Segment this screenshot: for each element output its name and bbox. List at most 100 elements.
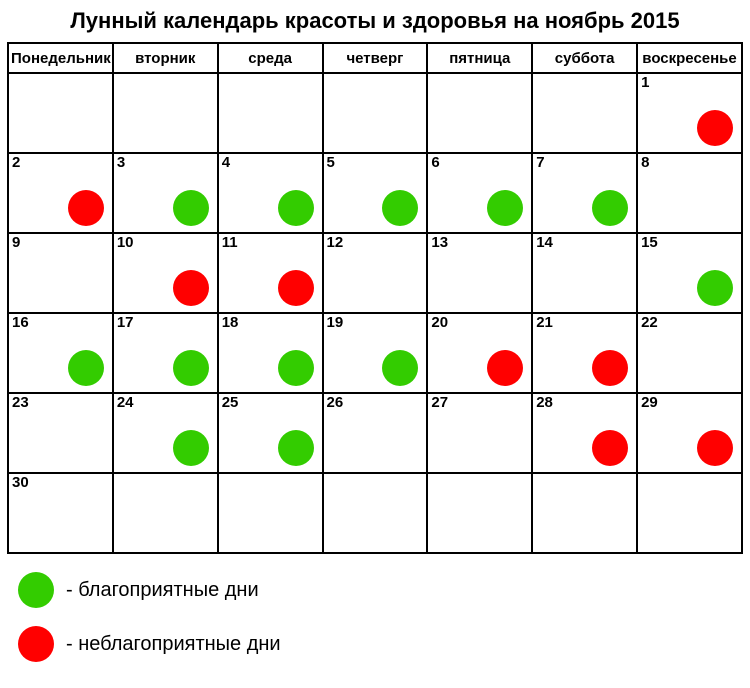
- day-number: 7: [536, 155, 544, 170]
- calendar-week-row: 16 17 18 19 20 21 22: [8, 313, 742, 393]
- calendar-day-cell: 24: [113, 393, 218, 473]
- good-day-icon: [278, 430, 314, 466]
- legend-good-label: - благоприятные дни: [66, 579, 259, 602]
- day-number: 9: [12, 235, 20, 250]
- calendar-week-row: 30: [8, 473, 742, 553]
- calendar-day-cell: [427, 73, 532, 153]
- calendar-day-cell: 28: [532, 393, 637, 473]
- calendar-day-cell: 11: [218, 233, 323, 313]
- good-day-icon: [697, 270, 733, 306]
- calendar-day-cell: 16: [8, 313, 113, 393]
- calendar-day-cell: 23: [8, 393, 113, 473]
- calendar-day-cell: [8, 73, 113, 153]
- bad-day-icon: [487, 350, 523, 386]
- calendar-day-cell: 4: [218, 153, 323, 233]
- day-number: 21: [536, 315, 553, 330]
- day-number: 16: [12, 315, 29, 330]
- calendar-day-cell: 26: [323, 393, 428, 473]
- calendar-day-cell: 6: [427, 153, 532, 233]
- bad-day-icon: [592, 350, 628, 386]
- day-number: 4: [222, 155, 230, 170]
- good-day-icon: [173, 430, 209, 466]
- calendar-day-cell: 12: [323, 233, 428, 313]
- day-number: 20: [431, 315, 448, 330]
- good-day-icon: [278, 190, 314, 226]
- calendar-day-cell: [637, 473, 742, 553]
- good-day-icon: [173, 190, 209, 226]
- weekday-header: четверг: [323, 43, 428, 73]
- calendar-day-cell: 20: [427, 313, 532, 393]
- legend-bad-icon: [18, 626, 54, 662]
- calendar-day-cell: 15: [637, 233, 742, 313]
- good-day-icon: [68, 350, 104, 386]
- day-number: 6: [431, 155, 439, 170]
- bad-day-icon: [278, 270, 314, 306]
- calendar-day-cell: 30: [8, 473, 113, 553]
- good-day-icon: [487, 190, 523, 226]
- day-number: 8: [641, 155, 649, 170]
- good-day-icon: [173, 350, 209, 386]
- good-day-icon: [382, 190, 418, 226]
- calendar-day-cell: 27: [427, 393, 532, 473]
- day-number: 2: [12, 155, 20, 170]
- calendar-week-row: 23 24 25 26 27 28 29: [8, 393, 742, 473]
- calendar-day-cell: 14: [532, 233, 637, 313]
- calendar-day-cell: 25: [218, 393, 323, 473]
- calendar-day-cell: 5: [323, 153, 428, 233]
- day-number: 1: [641, 75, 649, 90]
- day-number: 18: [222, 315, 239, 330]
- day-number: 23: [12, 395, 29, 410]
- day-number: 19: [327, 315, 344, 330]
- weekday-header: пятница: [427, 43, 532, 73]
- calendar-day-cell: [323, 473, 428, 553]
- calendar-day-cell: 17: [113, 313, 218, 393]
- good-day-icon: [278, 350, 314, 386]
- calendar-day-cell: [532, 473, 637, 553]
- weekday-header: вторник: [113, 43, 218, 73]
- day-number: 12: [327, 235, 344, 250]
- bad-day-icon: [697, 430, 733, 466]
- calendar-day-cell: 8: [637, 153, 742, 233]
- weekday-header-row: Понедельник вторник среда четверг пятниц…: [8, 43, 742, 73]
- day-number: 25: [222, 395, 239, 410]
- legend-bad-label: - неблагоприятные дни: [66, 633, 281, 656]
- weekday-header: среда: [218, 43, 323, 73]
- good-day-icon: [382, 350, 418, 386]
- bad-day-icon: [697, 110, 733, 146]
- legend-good-icon: [18, 572, 54, 608]
- day-number: 11: [222, 235, 238, 250]
- calendar-day-cell: [323, 73, 428, 153]
- day-number: 27: [431, 395, 448, 410]
- calendar-day-cell: 18: [218, 313, 323, 393]
- calendar-day-cell: 3: [113, 153, 218, 233]
- calendar-day-cell: 22: [637, 313, 742, 393]
- calendar-day-cell: [218, 473, 323, 553]
- page-title: Лунный календарь красоты и здоровья на н…: [4, 8, 746, 34]
- day-number: 26: [327, 395, 344, 410]
- bad-day-icon: [173, 270, 209, 306]
- day-number: 22: [641, 315, 658, 330]
- calendar-week-row: 9 10 11 12 13 1415: [8, 233, 742, 313]
- legend: - благоприятные дни - неблагоприятные дн…: [4, 572, 746, 662]
- calendar-day-cell: 19: [323, 313, 428, 393]
- bad-day-icon: [592, 430, 628, 466]
- day-number: 10: [117, 235, 134, 250]
- legend-row-good: - благоприятные дни: [18, 572, 746, 608]
- calendar-week-row: 1: [8, 73, 742, 153]
- day-number: 13: [431, 235, 448, 250]
- weekday-header: суббота: [532, 43, 637, 73]
- day-number: 24: [117, 395, 134, 410]
- calendar-week-row: 2345678: [8, 153, 742, 233]
- day-number: 17: [117, 315, 134, 330]
- calendar-day-cell: [532, 73, 637, 153]
- weekday-header: воскресенье: [637, 43, 742, 73]
- good-day-icon: [592, 190, 628, 226]
- calendar-day-cell: [218, 73, 323, 153]
- day-number: 29: [641, 395, 658, 410]
- weekday-header: Понедельник: [8, 43, 113, 73]
- calendar-day-cell: 7: [532, 153, 637, 233]
- calendar-day-cell: [427, 473, 532, 553]
- day-number: 28: [536, 395, 553, 410]
- day-number: 30: [12, 475, 29, 490]
- calendar-day-cell: [113, 473, 218, 553]
